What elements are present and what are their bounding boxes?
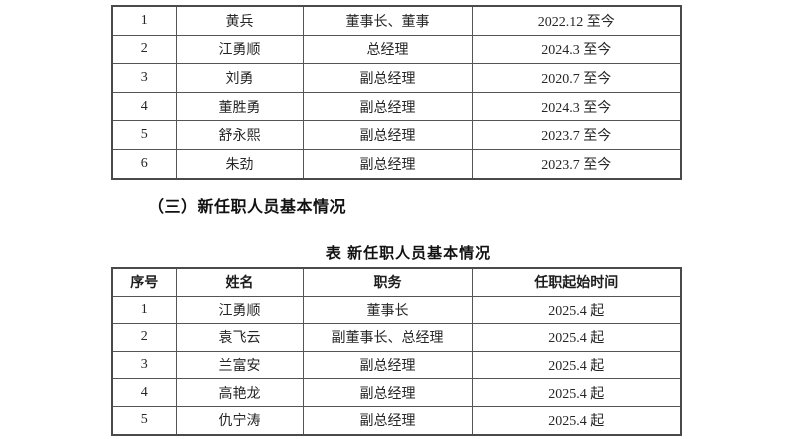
cell-no: 5	[111, 405, 177, 436]
table-row: 3 刘勇 副总经理 2020.7 至今	[111, 63, 682, 93]
table-caption: 表 新任职人员基本情况	[325, 245, 492, 262]
table-row: 1 黄兵 董事长、董事 2022.12 至今	[111, 5, 682, 36]
table-row: 2 江勇顺 总经理 2024.3 至今	[111, 34, 682, 65]
cell-no: 4	[111, 91, 177, 122]
table-row: 4 董胜勇 副总经理 2024.3 至今	[111, 91, 682, 122]
cell-position: 副总经理	[302, 63, 473, 93]
cell-start: 2025.4 起	[471, 350, 682, 380]
cell-name: 高艳龙	[175, 378, 304, 407]
cell-position: 副总经理	[302, 350, 473, 380]
table-row: 6 朱劲 副总经理 2023.7 至今	[111, 148, 682, 180]
table-row: 3 兰富安 副总经理 2025.4 起	[111, 350, 682, 380]
table-row: 5 舒永熙 副总经理 2023.7 至今	[111, 120, 682, 150]
new-officers-table: 序号 姓名 职务 任职起始时间 1 江勇顺 董事长 2025.4 起 2 袁飞云…	[111, 267, 682, 436]
cell-name: 江勇顺	[175, 295, 304, 325]
header-cell-position: 职务	[302, 267, 473, 297]
cell-no: 2	[111, 34, 177, 65]
previous-officers-table: 1 黄兵 董事长、董事 2022.12 至今 2 江勇顺 总经理 2024.3 …	[111, 5, 682, 180]
cell-name: 董胜勇	[175, 91, 304, 122]
cell-name: 黄兵	[175, 5, 304, 36]
cell-name: 朱劲	[175, 148, 304, 180]
cell-start: 2025.4 起	[471, 323, 682, 352]
cell-no: 1	[111, 5, 177, 36]
cell-no: 6	[111, 148, 177, 180]
cell-name: 刘勇	[175, 63, 304, 93]
cell-no: 1	[111, 295, 177, 325]
cell-start: 2025.4 起	[471, 378, 682, 407]
cell-term: 2020.7 至今	[471, 63, 682, 93]
cell-name: 兰富安	[175, 350, 304, 380]
cell-term: 2022.12 至今	[471, 5, 682, 36]
cell-position: 总经理	[302, 34, 473, 65]
cell-name: 仇宁涛	[175, 405, 304, 436]
cell-term: 2024.3 至今	[471, 91, 682, 122]
cell-start: 2025.4 起	[471, 295, 682, 325]
cell-no: 2	[111, 323, 177, 352]
cell-name: 袁飞云	[175, 323, 304, 352]
table-header-row: 序号 姓名 职务 任职起始时间	[111, 267, 682, 297]
cell-no: 4	[111, 378, 177, 407]
cell-position: 副总经理	[302, 378, 473, 407]
cell-no: 5	[111, 120, 177, 150]
table-row: 5 仇宁涛 副总经理 2025.4 起	[111, 405, 682, 436]
cell-position: 副总经理	[302, 120, 473, 150]
cell-name: 舒永熙	[175, 120, 304, 150]
cell-name: 江勇顺	[175, 34, 304, 65]
cell-no: 3	[111, 63, 177, 93]
table-row: 2 袁飞云 副董事长、总经理 2025.4 起	[111, 323, 682, 352]
cell-position: 董事长	[302, 295, 473, 325]
cell-start: 2025.4 起	[471, 405, 682, 436]
table-row: 4 高艳龙 副总经理 2025.4 起	[111, 378, 682, 407]
header-cell-name: 姓名	[175, 267, 304, 297]
cell-term: 2023.7 至今	[471, 120, 682, 150]
cell-position: 副总经理	[302, 91, 473, 122]
section-heading: （三）新任职人员基本情况	[148, 199, 347, 216]
cell-no: 3	[111, 350, 177, 380]
table-row: 1 江勇顺 董事长 2025.4 起	[111, 295, 682, 325]
cell-position: 副总经理	[302, 405, 473, 436]
header-cell-start: 任职起始时间	[471, 267, 682, 297]
cell-position: 副总经理	[302, 148, 473, 180]
cell-position: 副董事长、总经理	[302, 323, 473, 352]
header-cell-no: 序号	[111, 267, 177, 297]
cell-term: 2024.3 至今	[471, 34, 682, 65]
cell-position: 董事长、董事	[302, 5, 473, 36]
cell-term: 2023.7 至今	[471, 148, 682, 180]
